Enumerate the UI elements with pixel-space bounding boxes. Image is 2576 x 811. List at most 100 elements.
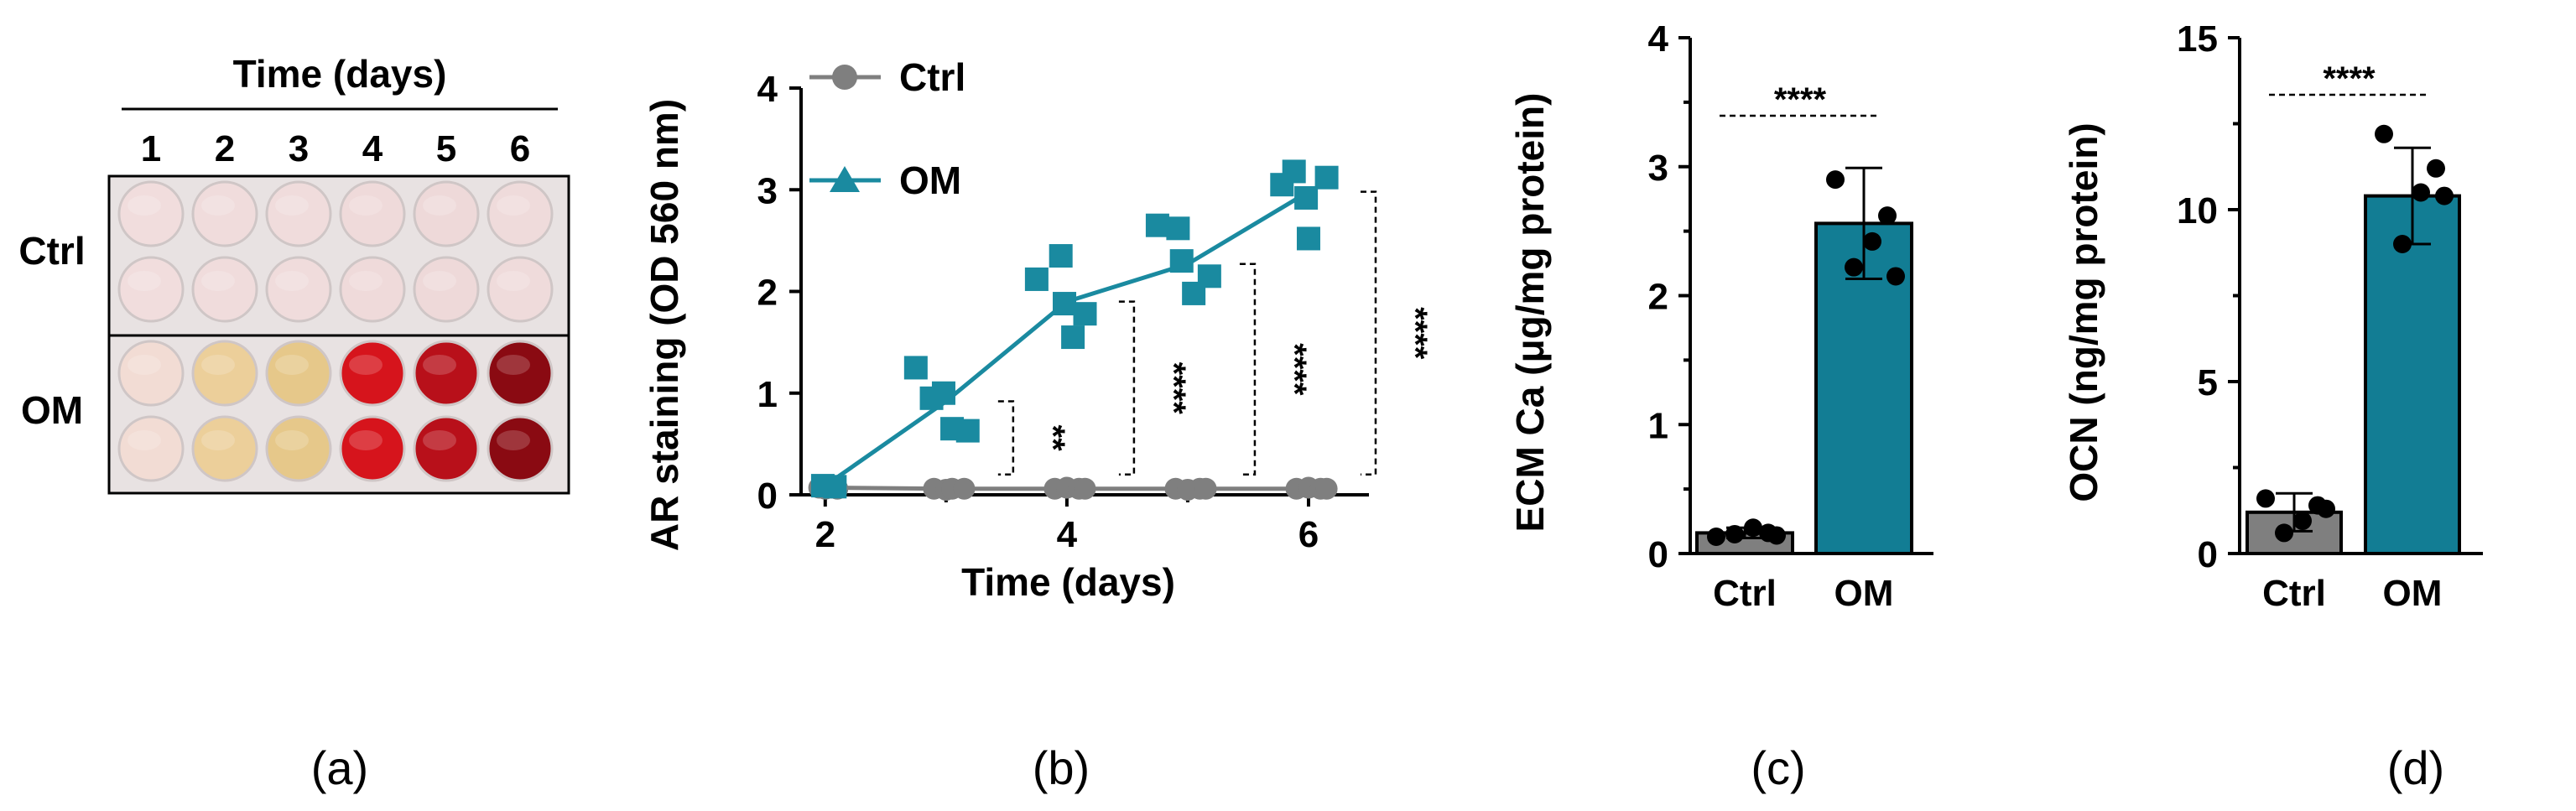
plate-well xyxy=(191,340,258,407)
chart-b-legend-om-marker xyxy=(830,166,860,192)
chart-b-om-point xyxy=(1169,249,1194,273)
plate-well xyxy=(191,180,258,247)
chart-d-y-tick-label: 5 xyxy=(2198,362,2218,403)
chart-b-x-tick-label: 6 xyxy=(1298,514,1319,555)
chart-b-ctrl-point xyxy=(1315,477,1338,500)
plate-well xyxy=(339,256,406,323)
plate-column-label: 2 xyxy=(215,128,235,169)
caption-a: (a) xyxy=(311,741,368,794)
panel-d: 0 5 10 15 OCN (ng/mg protein) Ctrl OM **** (d) xyxy=(2062,18,2483,794)
chart-d-x-tick-label: OM xyxy=(2383,573,2443,614)
chart-b-om-point xyxy=(1053,292,1077,316)
plate-well xyxy=(339,340,406,407)
chart-d-data-point xyxy=(2293,512,2312,531)
chart-b-om-point xyxy=(823,475,847,499)
chart-d-significance-label: **** xyxy=(2323,60,2376,97)
chart-c-y-tick-label: 1 xyxy=(1648,405,1668,446)
plate-column-label: 4 xyxy=(362,128,383,169)
chart-d-y-tick-label: 15 xyxy=(2177,18,2218,60)
chart-c-data-point xyxy=(1826,170,1845,190)
chart-b-y-tick-label: 3 xyxy=(757,170,778,211)
chart-b-om-point xyxy=(1145,213,1169,237)
plate-well xyxy=(117,340,185,407)
plate-title: Time (days) xyxy=(233,52,447,96)
plate-well-highlight xyxy=(201,430,235,450)
chart-b-om-point xyxy=(1073,302,1097,326)
chart-b-om-point xyxy=(931,381,955,405)
plate-well-highlight xyxy=(127,195,161,216)
plate-well-highlight xyxy=(349,355,382,375)
plate-well xyxy=(117,415,185,482)
plate-column-labels: 1 2 3 4 5 6 xyxy=(141,128,530,169)
chart-b-y-tick-label: 0 xyxy=(757,476,778,517)
chart-d-y-label: OCN (ng/mg protein) xyxy=(2062,122,2105,502)
chart-b-significance-label: **** xyxy=(1276,343,1313,396)
chart-b-om-point xyxy=(1282,159,1306,184)
chart-b-legend-om-label: OM xyxy=(899,159,961,202)
plate-wells xyxy=(117,180,554,482)
plate-well-highlight xyxy=(349,195,382,216)
plate-well-highlight xyxy=(201,271,235,291)
plate-column-label: 5 xyxy=(436,128,456,169)
chart-d-data-point xyxy=(2435,186,2454,205)
plate-column-label: 3 xyxy=(289,128,309,169)
chart-b-ctrl-point xyxy=(1074,477,1096,500)
chart-b-significance-bracket xyxy=(1118,300,1136,476)
chart-b-om-point xyxy=(1061,325,1085,350)
plate-well xyxy=(339,180,406,247)
chart-b-om-point xyxy=(955,418,980,443)
chart-c-y-tick-label: 2 xyxy=(1648,277,1668,318)
chart-d-data-point xyxy=(2427,159,2445,178)
plate-well-highlight xyxy=(349,271,382,291)
chart-b-significance-label: ** xyxy=(1034,425,1071,452)
chart-b-om-point xyxy=(1024,267,1049,291)
plate-well xyxy=(265,256,332,323)
chart-d-data-point xyxy=(2275,523,2293,543)
plate-well xyxy=(191,256,258,323)
plate-well-highlight xyxy=(423,430,456,450)
chart-b-ctrl-point xyxy=(953,477,976,500)
panel-c: 0 1 2 3 4 ECM Ca (μg/mg protein) Ctrl OM **** (c… xyxy=(1508,18,1933,794)
chart-b-legend-ctrl-label: Ctrl xyxy=(899,55,965,99)
plate-row-label: OM xyxy=(21,388,83,432)
plate-well-highlight xyxy=(349,430,382,450)
chart-b-x-tick-label: 2 xyxy=(815,514,835,555)
chart-d-y-tick-label: 0 xyxy=(2198,534,2218,575)
chart-b-om-point xyxy=(1296,226,1320,251)
plate-well xyxy=(413,256,480,323)
plate-well-highlight xyxy=(275,271,309,291)
chart-c-data-point xyxy=(1725,524,1744,543)
plate-well xyxy=(265,415,332,482)
plate-well-highlight xyxy=(127,430,161,450)
chart-b-x-label: Time (days) xyxy=(961,560,1175,604)
chart-d-x-tick-label: Ctrl xyxy=(2262,573,2326,614)
plate-column-label: 6 xyxy=(510,128,530,169)
plate-well-highlight xyxy=(201,195,235,216)
plate-well xyxy=(339,415,406,482)
chart-c: 0 1 2 3 4 ECM Ca (μg/mg protein) Ctrl OM **** xyxy=(1508,18,1933,614)
chart-c-data-point xyxy=(1878,206,1897,226)
caption-c: (c) xyxy=(1751,741,1805,794)
chart-c-data-point xyxy=(1886,267,1905,286)
plate-well-highlight xyxy=(275,195,309,216)
chart-c-data-point xyxy=(1744,518,1762,538)
chart-c-data-point xyxy=(1707,528,1725,547)
plate-well-highlight xyxy=(201,355,235,375)
plate-well-highlight xyxy=(275,430,309,450)
plate-well xyxy=(265,180,332,247)
chart-b-y-tick-label: 4 xyxy=(757,69,778,110)
chart-b-om-point xyxy=(1314,165,1339,190)
chart-b-significance-label: **** xyxy=(1155,362,1192,415)
plate-well xyxy=(487,256,554,323)
plate-well xyxy=(487,415,554,482)
chart-b-legend-ctrl-marker xyxy=(832,65,857,90)
plate-well-highlight xyxy=(497,195,530,216)
chart-c-significance-label: **** xyxy=(1774,81,1827,118)
plate-well xyxy=(413,415,480,482)
plate-well xyxy=(117,180,185,247)
plate-well xyxy=(487,340,554,407)
chart-d-data-point xyxy=(2256,489,2275,508)
plate-well-highlight xyxy=(275,355,309,375)
plate-well-highlight xyxy=(127,271,161,291)
